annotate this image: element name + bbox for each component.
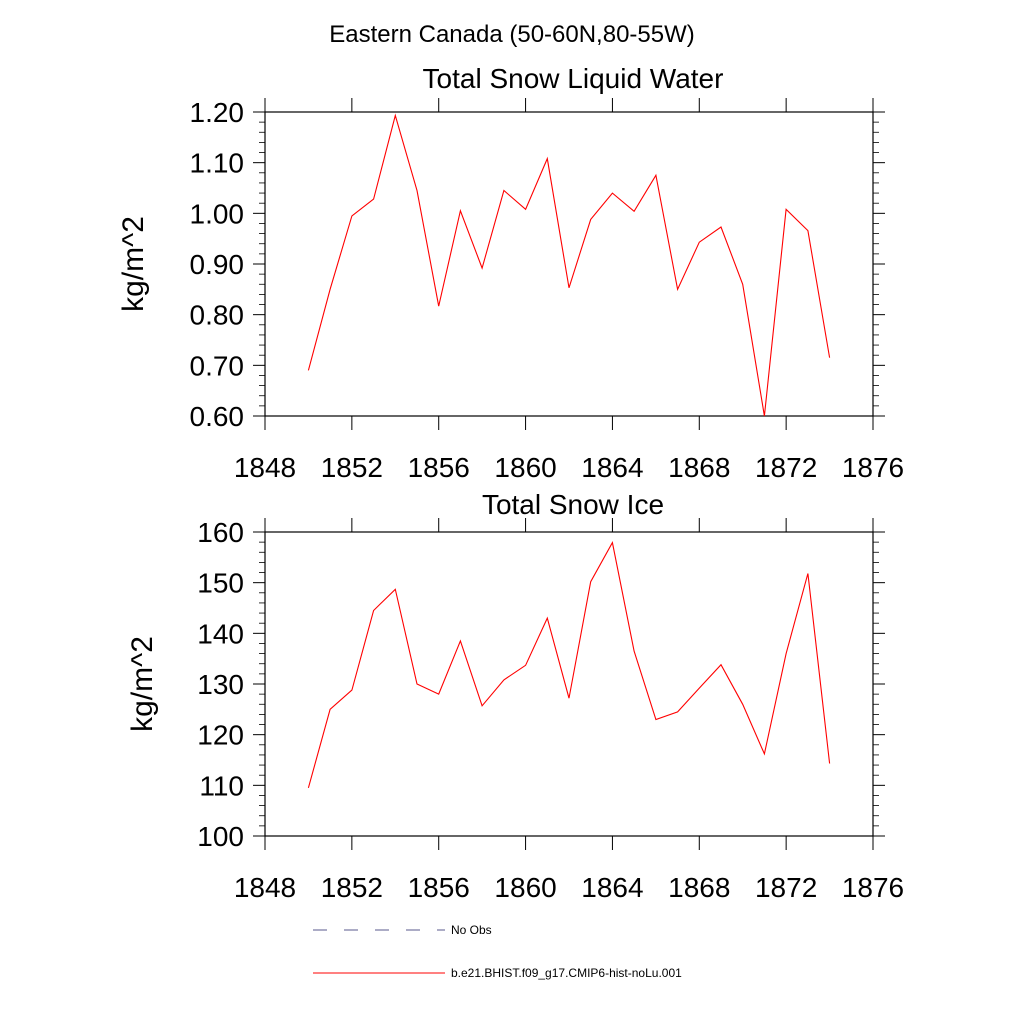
- x-tick-label: 1852: [321, 872, 383, 903]
- legend-label: b.e21.BHIST.f09_g17.CMIP6-hist-noLu.001: [451, 966, 682, 980]
- plot-frame: [264, 111, 874, 417]
- y-tick-label: 120: [197, 720, 244, 751]
- y-tick-label: 1.10: [190, 148, 245, 179]
- chart-panel-1: Total Snow Liquid Water kg/m^2 0.60 0.70 0.8…: [117, 63, 904, 483]
- y-tick-label: 110: [199, 770, 244, 801]
- x-tick-label: 1856: [408, 452, 470, 483]
- x-tick-label: 1864: [581, 872, 643, 903]
- x-tick-label: 1848: [234, 872, 296, 903]
- plot-frame: [264, 531, 874, 837]
- x-tick-label: 1848: [234, 452, 296, 483]
- page-title: Eastern Canada (50-60N,80-55W): [329, 21, 695, 48]
- y-tick-label: 160: [197, 517, 244, 548]
- series-line-1: [307, 113, 831, 417]
- x-tick-label: 1876: [842, 452, 904, 483]
- x-tick-label: 1860: [494, 872, 556, 903]
- x-tick-label: 1860: [494, 452, 556, 483]
- y-tick-label: 150: [197, 568, 244, 599]
- x-tick-label: 1856: [408, 872, 470, 903]
- x-tick-label: 1872: [755, 872, 817, 903]
- x-tick-label: 1852: [321, 452, 383, 483]
- chart-panel-2: Total Snow Ice kg/m^2 100 110 120 130 140 150 16…: [126, 489, 904, 903]
- y-tick-label: 0.90: [190, 249, 245, 280]
- y-tick-label: 1.00: [190, 198, 245, 229]
- y-tick-label: 0.80: [190, 300, 245, 331]
- y-tick-label: 0.60: [190, 401, 245, 432]
- y-tick-label: 130: [197, 669, 244, 700]
- legend-label: No Obs: [451, 923, 492, 937]
- x-tick-label: 1872: [755, 452, 817, 483]
- chart-title: Total Snow Liquid Water: [423, 63, 724, 94]
- series-line-1: [307, 541, 831, 789]
- x-tick-label: 1868: [668, 452, 730, 483]
- y-tick-label: 0.70: [190, 350, 245, 381]
- y-axis-label: kg/m^2: [117, 216, 150, 312]
- chart-title: Total Snow Ice: [482, 489, 664, 520]
- y-tick-label: 1.20: [190, 97, 245, 128]
- x-tick-label: 1876: [842, 872, 904, 903]
- y-tick-label: 100: [197, 821, 244, 852]
- x-tick-label: 1864: [581, 452, 643, 483]
- y-axis-label: kg/m^2: [126, 636, 159, 732]
- x-tick-label: 1868: [668, 872, 730, 903]
- y-tick-label: 140: [197, 618, 244, 649]
- legend: No Obs b.e21.BHIST.f09_g17.CMIP6-hist-noL…: [313, 923, 682, 980]
